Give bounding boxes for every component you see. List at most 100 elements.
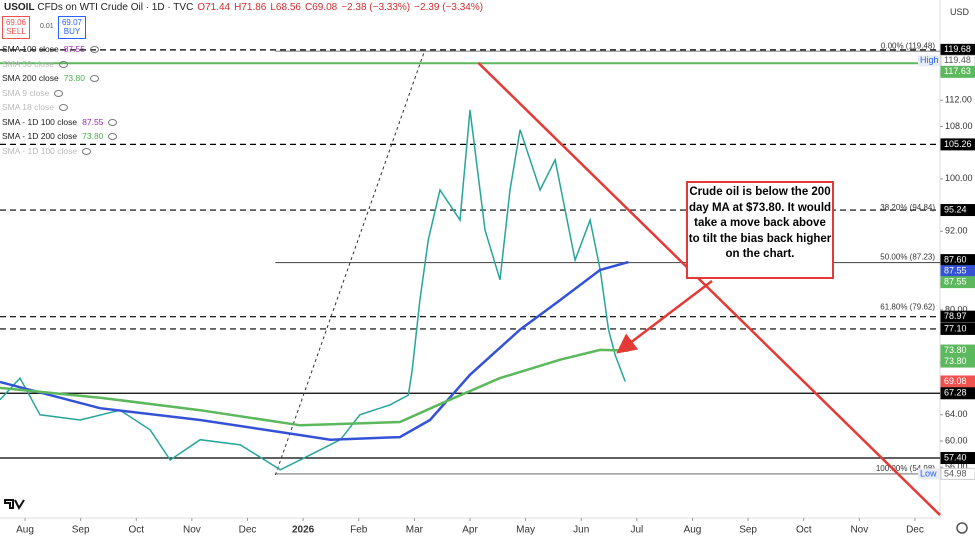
indicator[interactable]: SMA - 1D 100 close 87.55 — [2, 115, 118, 130]
y-tick-label: 92.00 — [945, 226, 968, 236]
moving-average — [0, 260, 629, 441]
ohlc-value: L68.56 — [270, 2, 301, 13]
visibility-icon — [108, 118, 118, 126]
ohlc-value: −2.39 (−3.34%) — [414, 2, 484, 13]
x-tick-label: 2026 — [292, 525, 315, 536]
price-tag-box — [918, 55, 940, 67]
indicator-name: SMA - 1D 200 close — [2, 131, 78, 141]
price-label-box — [940, 322, 975, 335]
y-tick-label: 80.00 — [945, 304, 968, 314]
price-label-box — [940, 452, 975, 465]
sell-label: SELL — [6, 27, 26, 36]
moving-average — [0, 348, 629, 427]
indicator-name: SMA - 1D 100 close — [2, 145, 78, 156]
indicator[interactable]: SMA - 1D 200 close 73.80 — [2, 129, 118, 144]
symbol: USOIL — [4, 2, 35, 13]
x-tick-label: Apr — [462, 525, 478, 536]
price-label-box — [940, 310, 975, 323]
price-label: 87.60 — [944, 254, 967, 264]
ohlc-value: H71.86 — [234, 2, 267, 13]
x-tick-label: Nov — [850, 525, 868, 536]
price-tag: Low — [920, 468, 937, 478]
y-tick-label: 60.00 — [945, 435, 968, 445]
indicator[interactable]: SMA 200 close 73.80 — [2, 71, 117, 86]
indicator[interactable]: SMA 50 close — [2, 57, 117, 72]
price-label-box — [940, 467, 975, 480]
y-tick-label: 100.00 — [945, 173, 973, 183]
indicator[interactable]: SMA 9 close — [2, 86, 117, 101]
indicator[interactable]: SMA 18 close — [2, 100, 117, 115]
indicator[interactable]: SMA - 1D 100 close — [2, 144, 117, 159]
price-label: 117.63 — [944, 66, 971, 76]
fib-label: 100.00% (54.98) — [876, 464, 935, 473]
header: USOIL CFDs on WTI Crude Oil · 1D · TVC O7… — [4, 2, 487, 13]
visibility-icon — [82, 147, 92, 155]
price-label: 95.24 — [944, 204, 967, 214]
price-label: 77.10 — [944, 323, 967, 333]
visibility-icon — [108, 133, 118, 141]
buy-label: BUY — [63, 27, 81, 36]
price-label: 73.80 — [944, 345, 967, 355]
price-label: 87.55 — [944, 265, 967, 275]
fib-label: 50.00% (87.23) — [880, 253, 935, 262]
y-tick-label: 112.00 — [945, 95, 972, 105]
indicator-value: 73.80 — [63, 73, 85, 83]
indicator-value: 73.80 — [82, 131, 104, 141]
indicator-name: SMA 100 close — [2, 44, 59, 54]
price-label: 78.97 — [944, 311, 967, 321]
x-tick-label: Jul — [630, 525, 643, 536]
annotation-arrow — [616, 280, 713, 354]
price-label: 105.26 — [944, 139, 972, 149]
buy-button[interactable]: 69.07 BUY — [58, 16, 86, 39]
x-tick-label: Nov — [183, 525, 201, 536]
fib-label: 38.20% (94.84) — [880, 203, 935, 212]
visibility-icon — [58, 60, 68, 68]
indicator-name: SMA 50 close — [2, 58, 54, 69]
price-label-box — [940, 138, 975, 151]
y-tick-label: 108.00 — [945, 121, 973, 131]
x-tick-label: Sep — [72, 525, 90, 536]
visibility-icon — [54, 89, 64, 97]
price-label: 54.98 — [944, 468, 967, 478]
price-label-box — [940, 204, 975, 217]
price-label-box — [940, 276, 975, 289]
x-tick-label: Jun — [573, 525, 589, 536]
price-label: 87.55 — [944, 276, 967, 286]
indicator-name: SMA 9 close — [2, 87, 50, 98]
indicator-value: 87.55 — [63, 44, 85, 54]
logo — [4, 499, 25, 511]
symbol-title: CFDs on WTI Crude Oil · 1D · TVC — [37, 2, 194, 13]
spread: 0.01 — [40, 23, 54, 30]
x-tick-label: Oct — [796, 525, 812, 536]
indicator[interactable]: SMA 100 close 87.55 — [2, 42, 117, 57]
sell-button[interactable]: 69.06 SELL — [2, 16, 30, 39]
price-line — [0, 109, 626, 471]
price-label: 69.08 — [944, 376, 967, 386]
indicator-name: SMA 200 close — [2, 73, 59, 83]
trend-line — [477, 61, 941, 516]
x-tick-label: Sep — [739, 525, 757, 536]
fib-label: 61.80% (79.62) — [880, 303, 935, 312]
fib-label: 0.00% (119.48) — [881, 41, 935, 50]
price-label: 119.48 — [944, 55, 971, 65]
indicator-value: 87.55 — [82, 116, 104, 127]
x-tick-label: Feb — [350, 525, 368, 536]
price-label-box — [940, 387, 975, 400]
buy-price: 69.07 — [61, 18, 83, 27]
ohlc-value: O71.44 — [197, 2, 231, 13]
visibility-icon — [58, 104, 68, 112]
price-label: 67.28 — [944, 388, 967, 398]
y-tick-label: 56.00 — [945, 462, 968, 472]
x-tick-label: May — [516, 525, 535, 536]
ohlc-value: −2.38 (−3.33%) — [341, 2, 411, 13]
indicator-name: SMA 18 close — [2, 102, 54, 112]
price-label: 119.68 — [944, 44, 971, 54]
x-tick-label: Dec — [906, 525, 924, 536]
price-label-box — [940, 375, 975, 388]
price-label: 73.80 — [944, 356, 967, 366]
price-label: 57.40 — [944, 452, 967, 462]
price-tag-box — [918, 468, 940, 480]
indicator-list: SMA 100 close 87.55 SMA 50 close SMA 200 cl… — [2, 42, 118, 159]
